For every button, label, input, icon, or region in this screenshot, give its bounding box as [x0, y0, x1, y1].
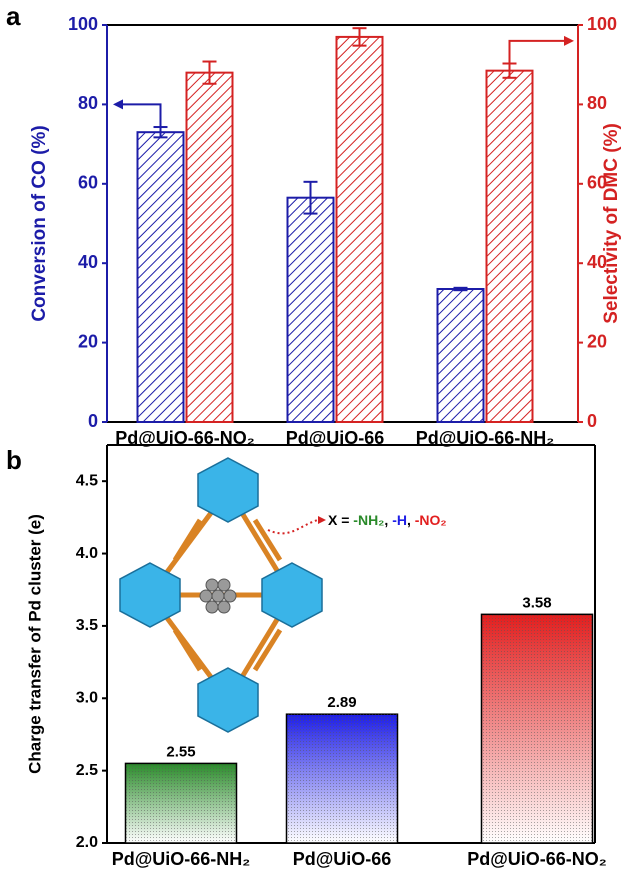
bar: [288, 198, 334, 422]
value-label: 3.58: [522, 594, 551, 611]
bar: [337, 37, 383, 422]
figure: a b X = -NH₂, -H, -NO₂ 02040608010002040…: [0, 0, 640, 872]
y-tick-label: 3.0: [76, 689, 98, 706]
y-tick-label: 3.5: [76, 617, 98, 634]
y-tick-label: 80: [78, 93, 98, 113]
y2-tick-label: 20: [587, 331, 607, 351]
y-tick-label: 20: [78, 331, 98, 351]
y-tick-label: 0: [88, 411, 98, 431]
annotation: X = -NH₂, -H, -NO₂: [328, 512, 447, 528]
arrow-head: [113, 99, 123, 109]
bar-texture: [482, 614, 593, 843]
arrow-head: [564, 36, 574, 46]
annotation-part: ,: [384, 512, 392, 528]
bar: [438, 289, 484, 422]
y2-tick-label: 80: [587, 93, 607, 113]
value-label: 2.89: [327, 694, 356, 711]
panel-label: b: [6, 445, 22, 475]
y-tick-label: 100: [68, 14, 98, 34]
x-tick-label: Pd@UiO-66: [293, 849, 392, 869]
y-tick-label: 4.0: [76, 545, 98, 562]
y-axis-title: Charge transfer of Pd cluster (e): [25, 514, 44, 774]
panel-label: a: [6, 1, 21, 31]
bar: [138, 132, 184, 422]
x-tick-label: Pd@UiO-66-NO₂: [467, 849, 607, 869]
annotation-part: -NO₂: [415, 512, 447, 528]
axis-arrow: [510, 41, 567, 64]
bar-texture: [126, 763, 237, 843]
annotation-part: -NH₂: [353, 512, 384, 528]
x-tick-label: Pd@UiO-66-NH₂: [112, 849, 251, 869]
y-tick-label: 4.5: [76, 472, 98, 489]
annotation-part: ,: [407, 512, 415, 528]
annotation-part: X =: [328, 512, 353, 528]
y-tick-label: 40: [78, 252, 98, 272]
y2-tick-label: 0: [587, 411, 597, 431]
y2-axis-title: Selectivity of DMC (%): [601, 123, 622, 324]
bar-texture: [287, 714, 398, 843]
value-label: 2.55: [166, 743, 195, 760]
inset-structure: [120, 458, 326, 732]
y-axis-title: Conversion of CO (%): [29, 125, 50, 321]
axis-arrow: [119, 104, 161, 127]
annotation-part: -H: [392, 512, 407, 528]
y2-tick-label: 100: [587, 14, 617, 34]
bar: [487, 71, 533, 422]
bar: [187, 73, 233, 422]
y-tick-label: 2.5: [76, 762, 98, 779]
y-tick-label: 2.0: [76, 834, 98, 851]
y-tick-label: 60: [78, 173, 98, 193]
